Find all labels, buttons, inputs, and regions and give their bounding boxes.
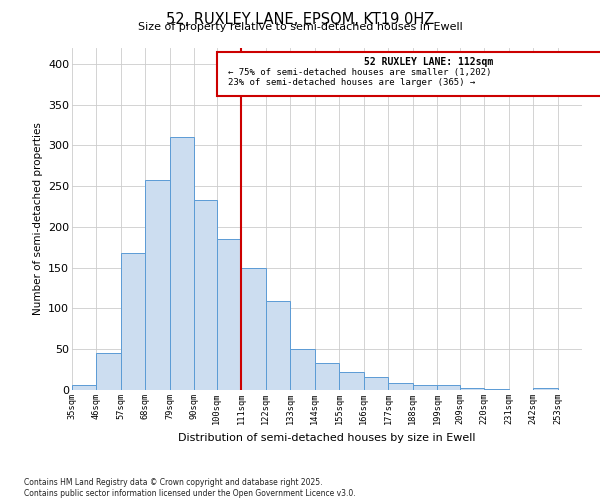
Text: Contains HM Land Registry data © Crown copyright and database right 2025.
Contai: Contains HM Land Registry data © Crown c… (24, 478, 356, 498)
Y-axis label: Number of semi-detached properties: Number of semi-detached properties (32, 122, 43, 315)
Bar (413, 385, 437, 390)
Bar (315, 363, 339, 390)
Bar (364, 377, 388, 390)
Text: 52 RUXLEY LANE: 112sqm: 52 RUXLEY LANE: 112sqm (364, 58, 493, 68)
Bar (217, 239, 241, 390)
Bar (388, 384, 413, 390)
Bar (217, 52, 600, 96)
Bar (437, 385, 460, 390)
Bar (72, 385, 97, 390)
Bar (484, 389, 509, 390)
Bar (194, 200, 217, 390)
Bar (290, 349, 315, 390)
X-axis label: Distribution of semi-detached houses by size in Ewell: Distribution of semi-detached houses by … (178, 432, 476, 442)
Bar (460, 388, 484, 390)
Text: Size of property relative to semi-detached houses in Ewell: Size of property relative to semi-detach… (137, 22, 463, 32)
Bar (241, 268, 266, 390)
Bar (266, 301, 290, 390)
Bar (170, 137, 194, 390)
Bar (121, 253, 145, 390)
Bar (145, 180, 170, 390)
Bar (339, 372, 364, 390)
Bar (533, 388, 557, 390)
Text: 52, RUXLEY LANE, EPSOM, KT19 0HZ: 52, RUXLEY LANE, EPSOM, KT19 0HZ (166, 12, 434, 28)
Text: 23% of semi-detached houses are larger (365) →: 23% of semi-detached houses are larger (… (228, 78, 475, 88)
Text: ← 75% of semi-detached houses are smaller (1,202): ← 75% of semi-detached houses are smalle… (228, 68, 491, 77)
Bar (97, 354, 121, 390)
